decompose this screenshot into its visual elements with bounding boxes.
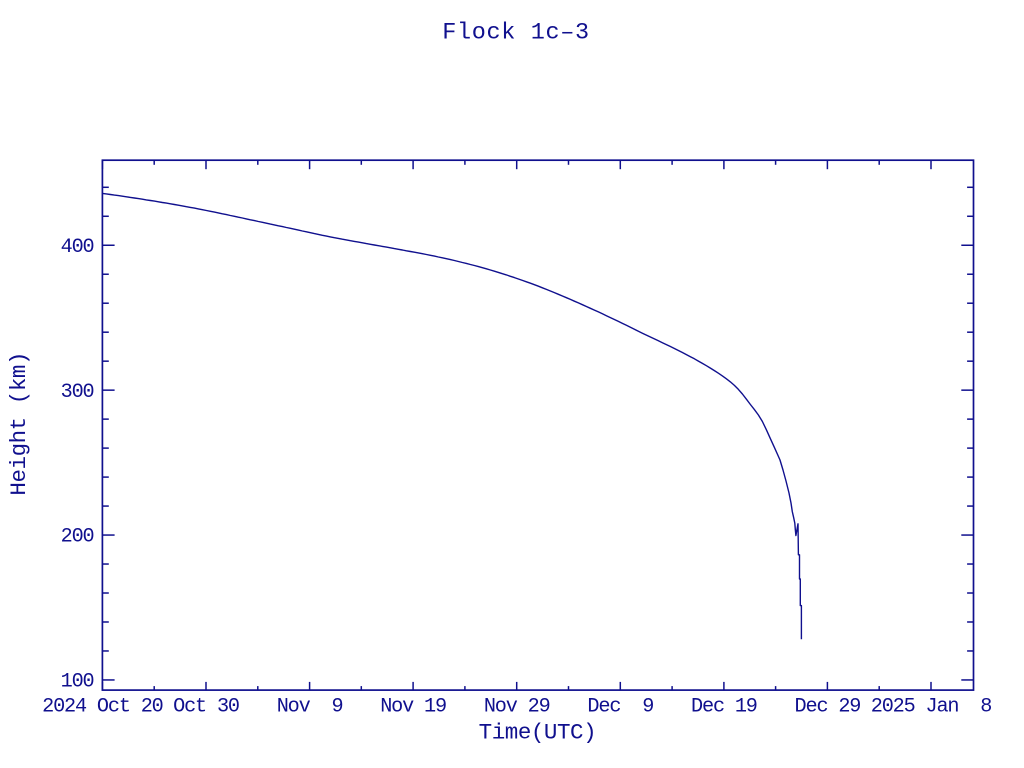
svg-text:Nov 19: Nov 19 — [380, 696, 446, 719]
svg-text:Nov 29: Nov 29 — [484, 696, 550, 719]
svg-text:100: 100 — [61, 671, 94, 694]
svg-text:2025 Jan 8: 2025 Jan 8 — [871, 696, 992, 719]
svg-text:Height (km): Height (km) — [6, 352, 32, 496]
svg-text:200: 200 — [61, 526, 94, 549]
svg-text:400: 400 — [61, 236, 94, 259]
svg-text:2024 Oct 20: 2024 Oct 20 — [42, 696, 163, 719]
svg-text:Time(UTC): Time(UTC) — [479, 720, 596, 746]
svg-text:Flock 1c–3: Flock 1c–3 — [442, 20, 590, 47]
svg-text:300: 300 — [61, 381, 94, 404]
svg-text:Dec 29: Dec 29 — [795, 696, 861, 719]
svg-text:Dec 19: Dec 19 — [691, 696, 757, 719]
svg-text:Oct 30: Oct 30 — [173, 696, 239, 719]
svg-text:Dec 9: Dec 9 — [587, 696, 653, 719]
svg-text:Nov 9: Nov 9 — [277, 696, 343, 719]
